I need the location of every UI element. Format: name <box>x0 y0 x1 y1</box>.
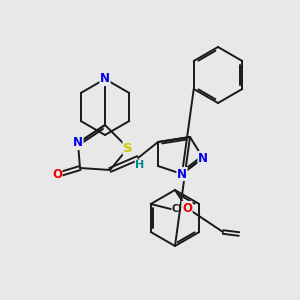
Text: N: N <box>73 136 83 149</box>
Text: H: H <box>135 160 145 170</box>
Text: O: O <box>182 202 192 214</box>
Text: N: N <box>100 73 110 85</box>
Text: CH₃: CH₃ <box>172 204 191 214</box>
Text: S: S <box>123 142 133 154</box>
Text: N: N <box>177 167 187 181</box>
Text: O: O <box>52 169 62 182</box>
Text: N: N <box>198 152 208 164</box>
